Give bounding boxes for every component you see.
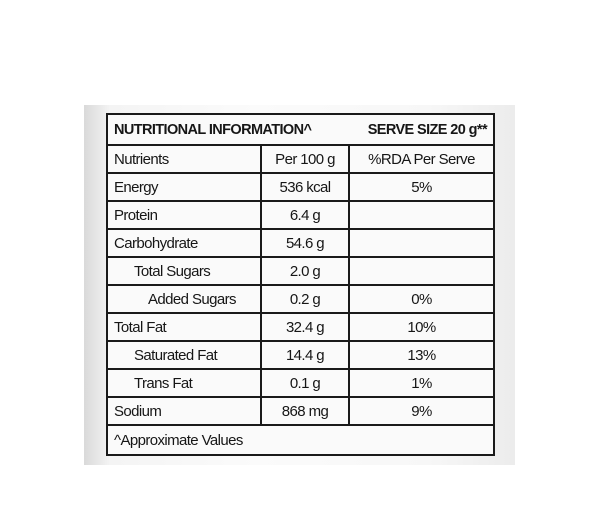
rda-value: 10% [407, 318, 436, 336]
nutrient-name: Total Fat [108, 314, 262, 340]
nutrient-name: Added Sugars [108, 286, 262, 312]
table-row: Carbohydrate 54.6 g [108, 228, 493, 256]
column-header: Nutrients [108, 146, 262, 172]
column-header: Per 100 g [262, 146, 350, 172]
per-100g-value: 868 mg [262, 398, 350, 424]
per-100g-value: 0.1 g [262, 370, 350, 396]
rda-value: 0% [411, 290, 432, 308]
per-100g-value: 536 kcal [262, 174, 350, 200]
nutrient-name: Total Sugars [108, 258, 262, 284]
rda-value [350, 230, 493, 256]
column-header: %RDA Per Serve [368, 150, 475, 168]
table-row: Total Sugars 2.0 g [108, 256, 493, 284]
nutrition-label: NUTRITIONAL INFORMATION^ SERVE SIZE 20 g… [106, 113, 495, 456]
per-100g-value: 6.4 g [262, 202, 350, 228]
per-100g-value: 32.4 g [262, 314, 350, 340]
nutrient-name: Protein [108, 202, 262, 228]
footnote: ^Approximate Values [108, 424, 493, 454]
per-100g-value: 14.4 g [262, 342, 350, 368]
label-header: NUTRITIONAL INFORMATION^ SERVE SIZE 20 g… [108, 115, 493, 144]
rda-value: 1% [411, 374, 432, 392]
per-100g-value: 2.0 g [262, 258, 350, 284]
rda-value: 13% [407, 346, 436, 364]
rda-value: 5% [411, 178, 432, 196]
table-row: Sodium 868 mg 9% [108, 396, 493, 424]
table-row: Saturated Fat 14.4 g 13% [108, 340, 493, 368]
rda-value [350, 202, 493, 228]
table-row: Added Sugars 0.2 g 0% [108, 284, 493, 312]
per-100g-value: 0.2 g [262, 286, 350, 312]
nutrient-name: Trans Fat [108, 370, 262, 396]
table-row: Trans Fat 0.1 g 1% [108, 368, 493, 396]
table-row: Protein 6.4 g [108, 200, 493, 228]
table-row: Total Fat 32.4 g 10% [108, 312, 493, 340]
nutrient-name: Carbohydrate [108, 230, 262, 256]
rda-value: 9% [411, 402, 432, 420]
table-row: Energy 536 kcal 5% [108, 172, 493, 200]
nutrient-name: Sodium [108, 398, 262, 424]
nutrient-name: Energy [108, 174, 262, 200]
label-title: NUTRITIONAL INFORMATION^ [114, 121, 312, 138]
serve-size: SERVE SIZE 20 g** [367, 121, 488, 138]
column-header-row: Nutrients Per 100 g %RDA Per Serve [108, 144, 493, 172]
nutrient-name: Saturated Fat [108, 342, 262, 368]
rda-value [350, 258, 493, 284]
per-100g-value: 54.6 g [262, 230, 350, 256]
